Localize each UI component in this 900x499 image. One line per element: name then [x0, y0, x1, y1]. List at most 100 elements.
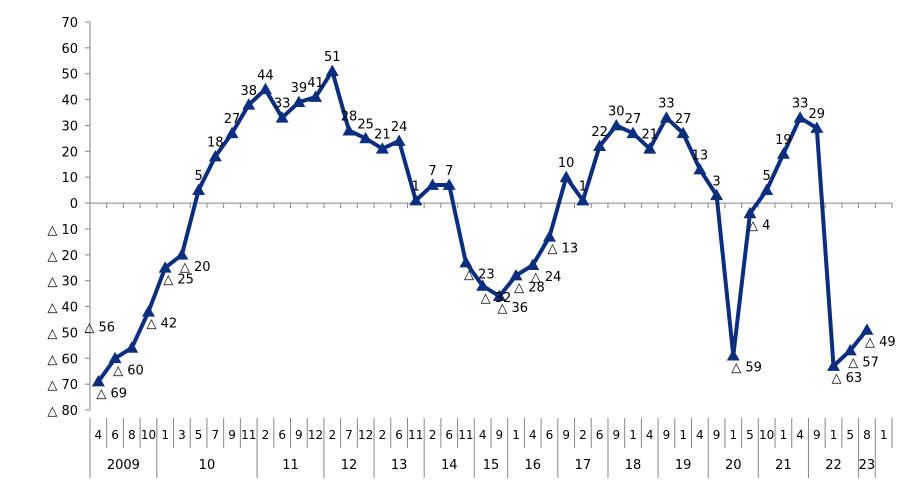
x-month-label: 9	[612, 428, 620, 442]
data-point-marker	[426, 178, 440, 190]
data-label: 33	[658, 97, 675, 112]
data-point-marker	[359, 131, 373, 144]
x-month-label: 6	[596, 428, 604, 442]
data-point-marker	[275, 111, 289, 123]
x-year-label: 22	[825, 458, 842, 473]
data-label: △ 28	[514, 280, 545, 295]
x-month-label: 6	[445, 428, 453, 442]
data-label: 10	[558, 156, 575, 171]
data-label: △ 13	[547, 242, 578, 257]
y-tick-label: 30	[61, 119, 78, 134]
data-point-marker	[108, 351, 122, 364]
data-label: 1	[412, 179, 420, 194]
x-month-label: 9	[713, 428, 721, 442]
data-label: △ 69	[96, 387, 127, 402]
x-year-label: 2009	[107, 458, 140, 473]
data-point-marker	[526, 258, 540, 271]
data-point-marker	[827, 359, 841, 371]
data-label: △ 60	[113, 363, 144, 378]
x-month-label: 8	[863, 428, 871, 442]
data-point-marker	[342, 124, 356, 136]
x-month-label: 11	[458, 428, 473, 442]
data-label: 5	[194, 169, 202, 184]
data-point-marker	[810, 121, 824, 133]
data-label: 7	[445, 164, 453, 179]
data-label: △ 59	[731, 361, 762, 376]
x-month-label: 2	[429, 428, 437, 442]
data-label: 27	[675, 112, 692, 127]
data-label: △ 32	[481, 291, 512, 306]
y-tick-label: △ 80	[47, 404, 78, 419]
x-year-label: 14	[441, 458, 458, 473]
data-point-marker	[158, 261, 172, 273]
data-label: △ 4	[748, 218, 770, 233]
x-month-label: 9	[295, 428, 303, 442]
data-label: 41	[307, 76, 324, 91]
x-month-label: 9	[496, 428, 504, 442]
x-month-label: 4	[696, 428, 704, 442]
data-point-marker	[192, 183, 206, 196]
data-point-marker	[476, 279, 490, 291]
data-label: 39	[291, 81, 308, 96]
x-month-label: 2	[579, 428, 587, 442]
y-tick-label: △ 50	[47, 326, 78, 341]
data-label: 30	[608, 104, 625, 119]
x-year-label: 13	[391, 458, 408, 473]
data-label: 22	[591, 125, 608, 140]
data-label: 7	[428, 164, 436, 179]
x-month-label: 9	[562, 428, 570, 442]
x-month-label: 9	[228, 428, 236, 442]
data-point-marker	[175, 248, 189, 260]
data-point-marker	[743, 206, 757, 219]
x-month-label: 1	[512, 428, 520, 442]
x-year-label: 12	[341, 458, 358, 473]
data-point-marker	[242, 98, 256, 110]
x-month-label: 1	[629, 428, 637, 442]
series-line-group	[91, 64, 874, 387]
data-point-marker	[375, 142, 389, 154]
x-month-label: 12	[308, 428, 323, 442]
x-month-label: 1	[830, 428, 838, 442]
data-point-marker	[208, 150, 222, 162]
data-label: 29	[809, 107, 826, 122]
data-point-marker	[576, 193, 590, 206]
x-month-label: 1	[679, 428, 687, 442]
data-point-marker	[710, 188, 724, 201]
x-month-label: 7	[345, 428, 353, 442]
x-month-label: 5	[746, 428, 754, 442]
data-point-marker	[760, 183, 774, 196]
data-point-marker	[843, 344, 857, 356]
data-label: 21	[641, 128, 658, 143]
chart-axes	[85, 21, 893, 478]
x-year-label: 23	[859, 458, 876, 473]
data-label: △ 42	[146, 317, 177, 332]
x-year-label: 18	[625, 458, 642, 473]
x-year-label: 17	[575, 458, 592, 473]
data-point-marker	[726, 349, 740, 361]
data-label: △ 49	[865, 335, 896, 350]
x-month-label: 1	[780, 428, 788, 442]
data-point-marker	[609, 118, 623, 131]
y-tick-label: △ 40	[47, 301, 78, 316]
data-point-marker	[693, 162, 707, 175]
data-point-marker	[141, 305, 155, 317]
y-tick-label: 70	[61, 16, 78, 31]
data-point-marker	[559, 170, 573, 183]
data-label: 5	[763, 169, 771, 184]
y-tick-label: 50	[61, 68, 78, 83]
data-point-marker	[593, 139, 607, 152]
data-label: △ 23	[464, 268, 495, 283]
y-tick-label: 60	[61, 42, 78, 57]
y-tick-label: △ 10	[47, 223, 78, 238]
x-year-label: 19	[675, 458, 692, 473]
x-month-label: 6	[278, 428, 286, 442]
x-month-label: 2	[379, 428, 387, 442]
data-label: 33	[274, 97, 291, 112]
x-month-label: 9	[813, 428, 821, 442]
data-label: △ 63	[832, 371, 863, 386]
data-label: 27	[224, 112, 241, 127]
x-month-label: 6	[111, 428, 119, 442]
x-month-label: 6	[546, 428, 554, 442]
